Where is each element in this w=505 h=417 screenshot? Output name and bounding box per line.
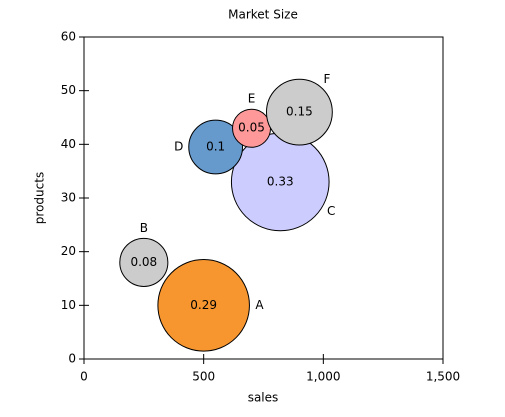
y-tick-label: 30 [61, 191, 76, 205]
data-label: 0.05 [238, 121, 265, 135]
x-tick-label: 500 [192, 370, 215, 384]
bubble-name: B [140, 221, 148, 235]
data-label: 0.1 [206, 140, 225, 154]
x-axis-label: sales [248, 391, 279, 405]
data-label: 0.15 [286, 105, 313, 119]
y-axis-label: products [33, 172, 47, 224]
bubble [119, 237, 169, 287]
y-tick-label: 40 [61, 137, 76, 151]
data-label: 0.08 [130, 255, 157, 269]
bubble-name: F [324, 72, 331, 86]
y-tick-label: 60 [61, 30, 76, 44]
bubble-name: A [255, 298, 264, 312]
bubble-name: E [248, 92, 256, 106]
data-label: 0.33 [267, 174, 294, 188]
chart-title: Market Size [228, 8, 298, 22]
bubble [157, 259, 250, 352]
bubble-name: D [174, 140, 183, 154]
bubble [265, 78, 333, 146]
bubble-name: C [327, 204, 335, 218]
bubble [188, 119, 244, 175]
y-tick-label: 20 [61, 244, 76, 258]
y-tick-label: 10 [61, 298, 76, 312]
x-tick-label: 1,500 [426, 370, 460, 384]
y-tick-label: 0 [68, 352, 76, 366]
data-label: 0.29 [190, 298, 217, 312]
y-tick-label: 50 [61, 83, 76, 97]
x-tick-label: 1,000 [306, 370, 340, 384]
x-tick-label: 0 [80, 370, 88, 384]
